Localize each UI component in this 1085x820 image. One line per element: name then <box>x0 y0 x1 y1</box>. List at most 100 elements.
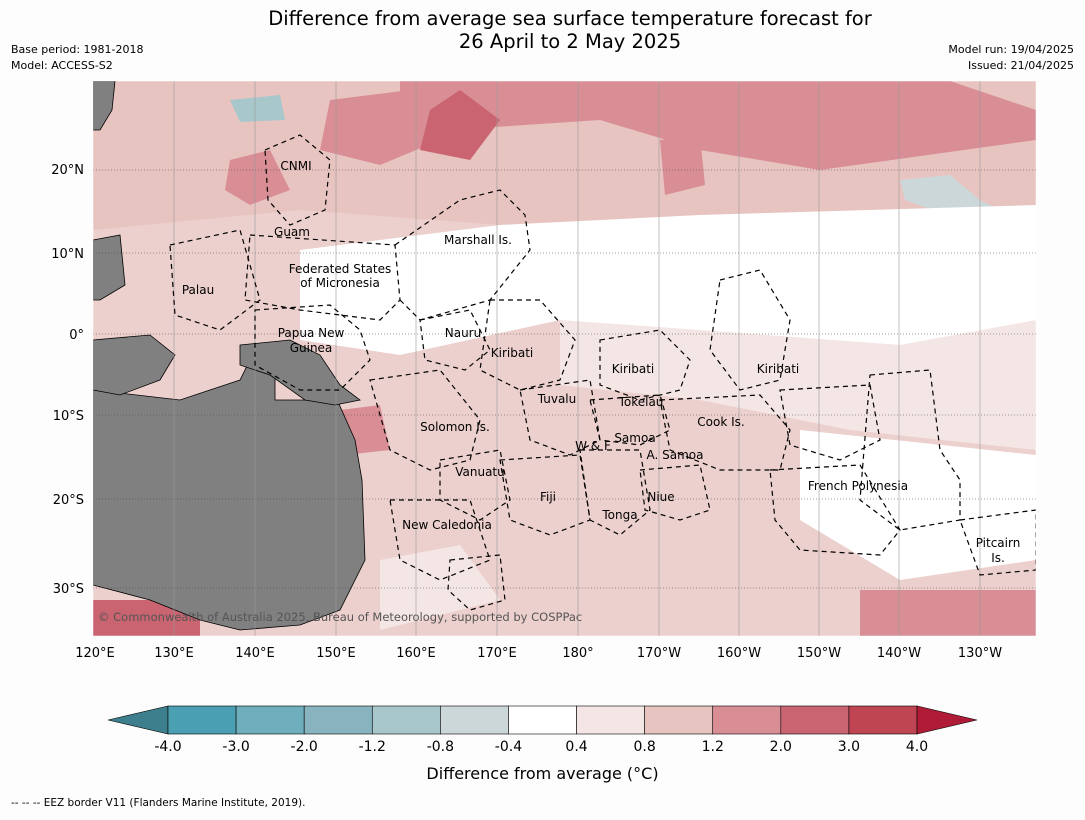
base-period-text: Base period: 1981-2018 <box>11 43 144 56</box>
colorbar: -4.0 -3.0 -2.0 -1.2 -0.8 -0.4 0.4 0.8 1.2 2.0 3.0 4… <box>107 705 978 755</box>
anomaly-warm-patch-2 <box>420 90 500 160</box>
region-label: Tokelau <box>618 395 664 409</box>
colorbar-tick-label: -4.0 <box>154 739 181 755</box>
anomaly-cool-patch-1 <box>230 95 285 122</box>
colorbar-segment <box>371 705 441 735</box>
region-label: Cook Is. <box>697 415 744 429</box>
lon-tick-label: 160°E <box>396 646 436 661</box>
colorbar-tick-label: 2.0 <box>770 739 792 755</box>
region-label: Palau <box>182 283 214 297</box>
colorbar-arrow-high <box>916 705 978 735</box>
meta-right: Model run: 19/04/2025 Issued: 21/04/2025 <box>948 42 1074 74</box>
lat-tick-label: 10°S <box>53 409 84 424</box>
gridlines <box>93 169 1036 589</box>
eez-borders <box>169 134 1036 611</box>
title-line-1: Difference from average sea surface temp… <box>268 7 872 30</box>
anomaly-slight-south <box>560 320 1036 450</box>
model-text: Model: ACCESS-S2 <box>11 59 113 72</box>
chart-title: Difference from average sea surface temp… <box>0 7 1085 53</box>
region-label: CNMI <box>280 159 311 173</box>
model-run-text: Model run: 19/04/2025 <box>948 43 1074 56</box>
lon-tick-label: 150°W <box>797 646 841 661</box>
colorbar-segment <box>508 705 577 735</box>
colorbar-tick-label: 1.2 <box>702 739 724 755</box>
land-asia <box>93 81 116 131</box>
anomaly-neutral-equatorial <box>300 205 1036 355</box>
colorbar-segment <box>712 705 782 735</box>
anomaly-warm-south <box>860 590 1036 636</box>
region-labels: CNMI Guam Marshall Is. Federated States … <box>182 159 1020 565</box>
region-label: Guinea <box>290 341 333 355</box>
region-label: Nauru <box>445 326 481 340</box>
colorbar-segment <box>440 705 509 735</box>
colorbar-segment <box>780 705 850 735</box>
anomaly-slight-tasman <box>380 545 500 630</box>
lon-tick-label: 120°E <box>75 646 115 661</box>
lon-tick-label: 140°W <box>877 646 921 661</box>
region-label: Kiribati <box>612 362 654 376</box>
region-label: Tonga <box>601 508 637 522</box>
colorbar-title: Difference from average (°C) <box>426 764 659 783</box>
title-line-2: 26 April to 2 May 2025 <box>458 30 682 53</box>
colorbar-tick-label: -0.4 <box>495 739 522 755</box>
land-philippines <box>93 234 126 301</box>
region-label: Guam <box>274 225 310 239</box>
colorbar-segment <box>644 705 714 735</box>
region-label: Solomon Is. <box>420 420 490 434</box>
lat-tick-label: 0° <box>69 328 84 343</box>
region-label: Marshall Is. <box>444 233 512 247</box>
anomaly-warm-patch-1 <box>320 90 440 165</box>
region-label: Pitcairn <box>976 536 1021 550</box>
colorbar-tick-label: -2.0 <box>291 739 318 755</box>
colorbar-tick-label: -0.8 <box>427 739 454 755</box>
land-indonesia <box>93 334 176 396</box>
lon-tick-label: 180° <box>562 646 593 661</box>
lon-tick-label: 140°E <box>235 646 275 661</box>
meta-left: Base period: 1981-2018 Model: ACCESS-S2 <box>11 42 143 74</box>
region-label: Niue <box>647 490 674 504</box>
region-label: New Caledonia <box>402 518 492 532</box>
lat-tick-label: 20°N <box>51 163 84 178</box>
region-label: of Micronesia <box>300 276 380 290</box>
region-label: Kiribati <box>491 346 533 360</box>
issued-text: Issued: 21/04/2025 <box>967 59 1074 72</box>
region-label: W & F <box>575 439 611 453</box>
colorbar-tick-label: 0.8 <box>634 739 656 755</box>
anomaly-neutral-southeast <box>800 430 1036 580</box>
colorbar-tick-label: -3.0 <box>222 739 249 755</box>
lat-tick-label: 30°S <box>53 582 84 597</box>
eez-footnote: -- -- -- EEZ border V11 (Flanders Marine… <box>11 797 306 809</box>
lat-tick-label: 20°S <box>53 493 84 508</box>
lon-tick-label: 130°W <box>958 646 1002 661</box>
colorbar-segment <box>167 705 237 735</box>
lat-tick-label: 10°N <box>51 247 84 262</box>
region-label: Vanuatu <box>455 465 505 479</box>
lon-tick-label: 170°W <box>637 646 681 661</box>
region-label: A. Samoa <box>647 448 704 462</box>
region-label: Samoa <box>614 431 655 445</box>
lon-tick-labels: 120°E 130°E 140°E 150°E 160°E 170°E 180°… <box>75 646 1002 661</box>
lat-tick-labels: 20°N 10°N 0° 10°S 20°S 30°S <box>51 163 84 597</box>
lon-tick-label: 130°E <box>154 646 194 661</box>
colorbar-tick-label: 4.0 <box>906 739 928 755</box>
region-label: Papua New <box>278 326 345 340</box>
colorbar-tick-label: 3.0 <box>838 739 860 755</box>
anomaly-warm-patch-3 <box>225 150 290 205</box>
colorbar-segment <box>848 705 918 735</box>
region-label: Fiji <box>540 490 556 504</box>
region-label: Federated States <box>289 262 391 276</box>
colorbar-segment <box>576 705 645 735</box>
colorbar-segment <box>235 705 305 735</box>
map-frame <box>92 80 1037 637</box>
meridians <box>173 81 981 636</box>
lon-tick-label: 150°E <box>316 646 356 661</box>
region-label: French Polynesia <box>808 479 908 493</box>
colorbar-tick-label: -1.2 <box>359 739 386 755</box>
lon-tick-label: 160°W <box>717 646 761 661</box>
region-label: Is. <box>991 551 1005 565</box>
anomaly-warm-north-pacific <box>400 81 1036 170</box>
copyright-text: © Commonwealth of Australia 2025, Bureau… <box>98 610 582 624</box>
colorbar-segment <box>303 705 373 735</box>
lon-tick-label: 170°E <box>477 646 517 661</box>
region-label: Kiribati <box>757 362 799 376</box>
